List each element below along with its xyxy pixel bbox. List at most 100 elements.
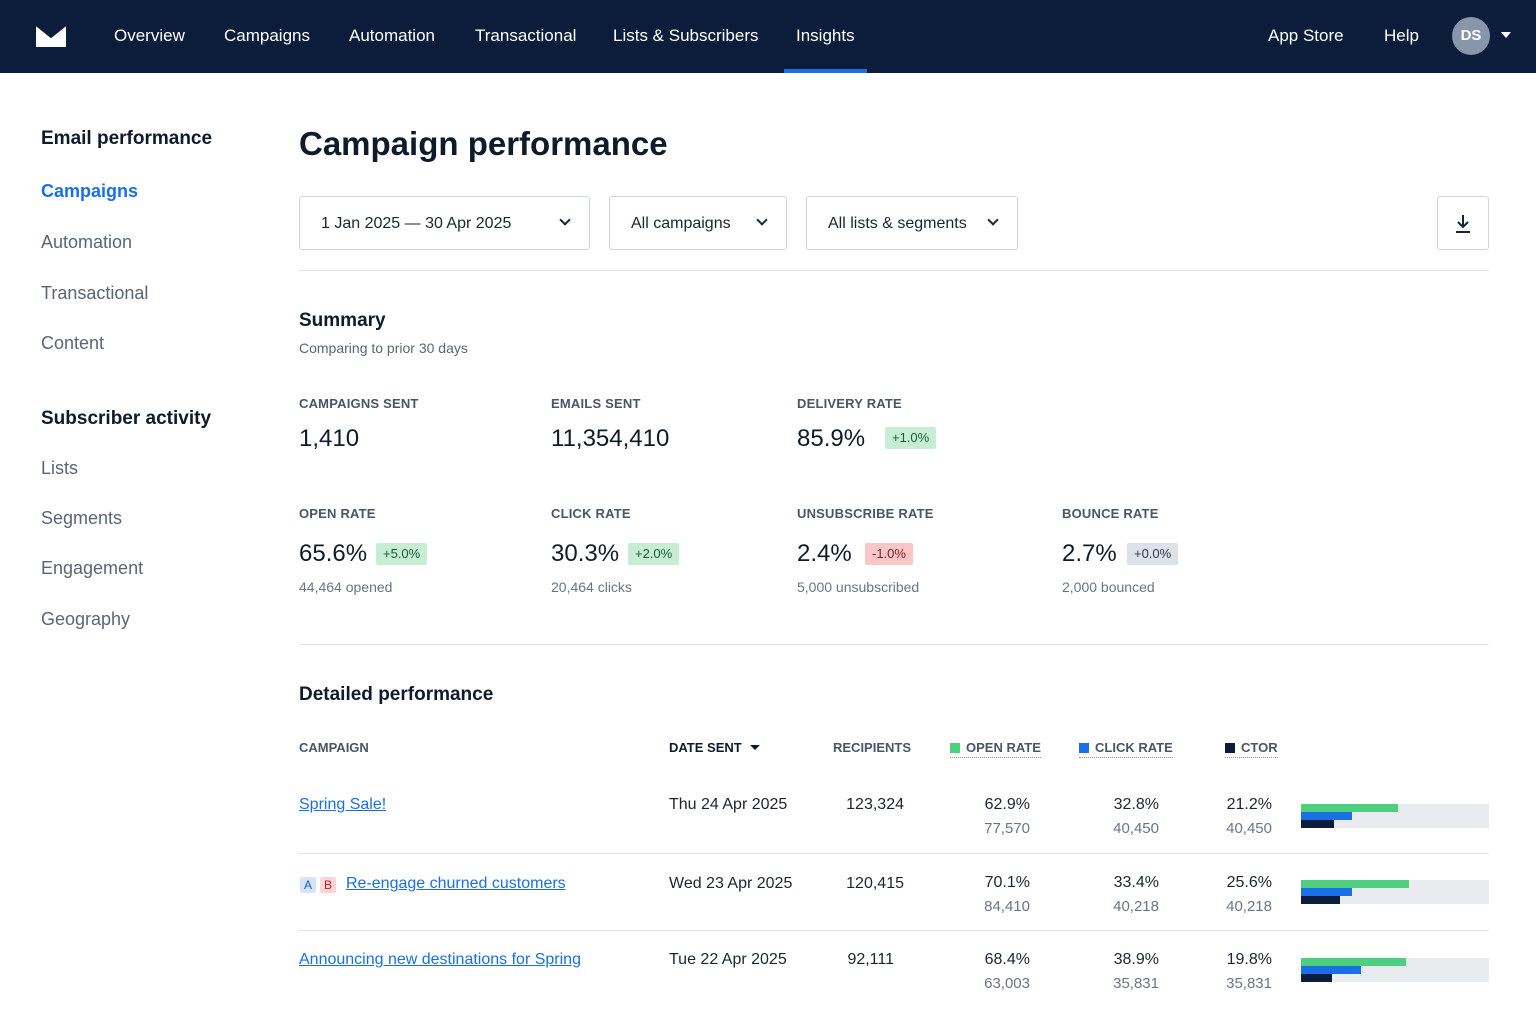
nav-campaigns[interactable]: Campaigns (224, 26, 310, 45)
sidebar-item-content[interactable]: Content (41, 333, 105, 353)
date-sent: Wed 23 Apr 2025 (669, 875, 793, 892)
column-header-recipients[interactable]: RECIPIENTS (833, 740, 912, 755)
metric-value-unsubscribe-rate: 2.4% (797, 540, 852, 567)
opened-count: 77,570 (984, 820, 1030, 837)
summary-title: Summary (299, 310, 386, 331)
column-header-date-sent-label: DATE SENT (669, 740, 742, 755)
date-range-value: 1 Jan 2025 — 30 Apr 2025 (321, 215, 512, 232)
nav-lists-subscribers[interactable]: Lists & Subscribers (613, 26, 759, 45)
sidebar-heading-subscriber-activity: Subscriber activity (41, 408, 212, 429)
performance-bar-chart (1301, 880, 1489, 904)
open-rate-bar (1301, 958, 1406, 966)
page-title: Campaign performance (299, 125, 668, 162)
opened-count: 84,410 (984, 898, 1030, 915)
divider (299, 644, 1489, 645)
mail-logo-icon[interactable] (36, 25, 66, 47)
performance-bar-chart (1301, 958, 1489, 982)
nav-app-store[interactable]: App Store (1268, 26, 1344, 45)
metric-label-unsubscribe-rate: UNSUBSCRIBE RATE (797, 506, 934, 521)
chevron-down-icon (987, 214, 999, 226)
date-sent: Tue 22 Apr 2025 (669, 951, 787, 968)
metric-value-bounce-rate: 2.7% (1062, 540, 1117, 567)
nav-overview[interactable]: Overview (114, 26, 185, 45)
chevron-down-icon (756, 214, 768, 226)
metric-label-open-rate: OPEN RATE (299, 506, 376, 521)
campaign-link[interactable]: Spring Sale! (299, 796, 387, 813)
open-rate: 68.4% (984, 951, 1030, 968)
delta-badge: +5.0% (376, 543, 428, 565)
column-header-ctor-label: CTOR (1241, 740, 1278, 755)
campaign-filter-select[interactable]: All campaigns (609, 196, 787, 250)
click-count: 40,218 (1113, 898, 1159, 915)
avatar[interactable]: DS (1452, 17, 1490, 55)
campaign-filter-value: All campaigns (631, 215, 731, 232)
sidebar-item-segments[interactable]: Segments (41, 508, 123, 528)
metric-value-delivery-rate: 85.9% (797, 425, 866, 452)
metric-label-emails-sent: EMAILS SENT (551, 396, 641, 411)
metric-label-campaigns-sent: CAMPAIGNS SENT (299, 396, 419, 411)
click-rate: 33.4% (1113, 874, 1159, 891)
performance-bar-chart (1301, 804, 1489, 828)
row-divider (299, 930, 1489, 931)
metric-label-bounce-rate: BOUNCE RATE (1062, 506, 1159, 521)
recipients: 123,324 (846, 796, 904, 813)
sidebar-item-transactional[interactable]: Transactional (41, 283, 149, 303)
legend-swatch-ctor (1225, 743, 1235, 753)
sidebar-item-campaigns[interactable]: Campaigns (41, 181, 139, 201)
recipients: 92,111 (847, 951, 894, 968)
click-rate-bar (1301, 812, 1352, 820)
metric-sub-unsubscribe-rate: 5,000 unsubscribed (797, 579, 920, 595)
detailed-performance-title: Detailed performance (299, 684, 494, 705)
sidebar-item-automation[interactable]: Automation (41, 232, 133, 252)
download-button[interactable] (1437, 196, 1489, 250)
delta-badge: +0.0% (1127, 543, 1179, 565)
divider (299, 270, 1489, 271)
open-rate: 62.9% (984, 796, 1030, 813)
lists-segments-value: All lists & segments (828, 215, 967, 232)
nav-automation[interactable]: Automation (349, 26, 435, 45)
nav-insights[interactable]: Insights (784, 0, 867, 73)
metric-value-click-rate: 30.3% (551, 540, 620, 567)
metric-sub-click-rate: 20,464 clicks (551, 579, 632, 595)
column-header-ctor[interactable]: CTOR (1225, 740, 1278, 758)
metric-label-click-rate: CLICK RATE (551, 506, 631, 521)
column-header-open-rate-label: OPEN RATE (966, 740, 1041, 755)
click-rate: 32.8% (1113, 796, 1159, 813)
row-divider (299, 853, 1489, 854)
chevron-down-icon (559, 214, 571, 226)
column-header-click-rate[interactable]: CLICK RATE (1079, 740, 1173, 758)
recipients: 120,415 (846, 875, 904, 892)
nav-transactional[interactable]: Transactional (475, 26, 577, 45)
metric-label-delivery-rate: DELIVERY RATE (797, 396, 902, 411)
click-rate-bar (1301, 888, 1352, 896)
ctor: 25.6% (1226, 874, 1272, 891)
click-rate: 38.9% (1113, 951, 1159, 968)
ctor-count: 35,831 (1226, 975, 1272, 992)
click-rate-bar (1301, 966, 1361, 974)
open-rate: 70.1% (984, 874, 1030, 891)
ctor-count: 40,218 (1226, 898, 1272, 915)
delta-badge: +2.0% (628, 543, 680, 565)
ctor-bar (1301, 896, 1340, 904)
campaign-link[interactable]: Announcing new destinations for Spring (299, 951, 581, 968)
sidebar-item-engagement[interactable]: Engagement (41, 558, 144, 578)
campaign-link[interactable]: Re-engage churned customers (346, 875, 566, 892)
sidebar-item-geography[interactable]: Geography (41, 609, 131, 629)
metric-sub-bounce-rate: 2,000 bounced (1062, 579, 1155, 595)
sidebar-item-lists[interactable]: Lists (41, 458, 79, 478)
chevron-down-icon[interactable] (1501, 32, 1511, 38)
top-nav: Overview Campaigns Automation Transactio… (0, 0, 1536, 73)
date-range-select[interactable]: 1 Jan 2025 — 30 Apr 2025 (299, 196, 590, 250)
column-header-date-sent[interactable]: DATE SENT (669, 740, 760, 755)
sort-desc-icon (749, 745, 760, 750)
date-sent: Thu 24 Apr 2025 (669, 796, 788, 813)
summary-subtitle: Comparing to prior 30 days (299, 340, 468, 356)
metric-value-open-rate: 65.6% (299, 540, 368, 567)
column-header-campaign[interactable]: CAMPAIGN (299, 740, 369, 755)
column-header-open-rate[interactable]: OPEN RATE (950, 740, 1041, 758)
ctor: 21.2% (1226, 796, 1272, 813)
opened-count: 63,003 (984, 975, 1030, 992)
nav-help[interactable]: Help (1384, 26, 1419, 45)
lists-segments-select[interactable]: All lists & segments (806, 196, 1018, 250)
ab-test-badge-b: B (320, 877, 336, 893)
